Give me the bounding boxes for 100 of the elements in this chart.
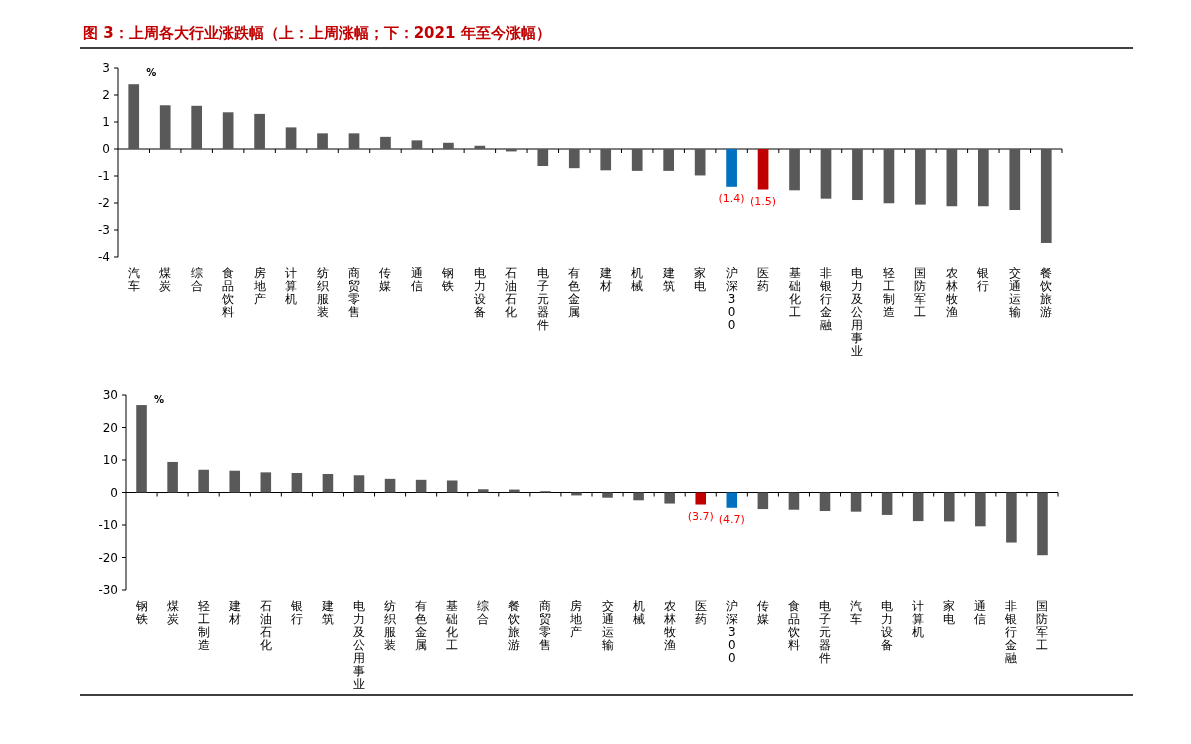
bar <box>254 113 265 149</box>
bar <box>136 405 147 493</box>
x-tick-label: 基础化工 <box>445 599 459 652</box>
y-tick-label: 0 <box>110 485 118 500</box>
x-tick-label: 煤炭 <box>166 599 179 626</box>
bar <box>229 470 241 493</box>
bar <box>348 133 360 149</box>
x-tick-label: 交通运输 <box>1008 266 1021 319</box>
x-tick-label: 煤炭 <box>159 266 172 293</box>
x-tick-label: 电力及公用事业 <box>851 266 864 358</box>
data-label: (3.7) <box>687 509 714 523</box>
bar <box>600 149 612 171</box>
x-tick-label: 通信 <box>410 266 423 293</box>
x-tick-label: 电力设备 <box>881 599 894 652</box>
bar <box>443 142 454 149</box>
x-tick-label: 商贸零售 <box>539 599 552 652</box>
bar <box>191 105 203 149</box>
x-tick-label: 机械 <box>632 599 645 626</box>
x-tick-label: 农林牧渔 <box>944 266 958 319</box>
bar <box>1040 149 1052 243</box>
x-tick-label: 银行 <box>976 266 990 293</box>
bar <box>128 84 140 149</box>
x-tick-label: 纺织服装 <box>384 599 397 652</box>
bar <box>915 149 926 205</box>
bar <box>222 112 234 149</box>
x-tick-label: 餐饮旅游 <box>1039 266 1053 319</box>
y-tick-label: 0 <box>102 142 110 156</box>
x-tick-label: 沪深300 <box>725 599 738 665</box>
bar <box>912 492 924 522</box>
x-tick-label: 轻工制造 <box>197 599 210 652</box>
x-tick-label: 非银行金融 <box>819 266 832 332</box>
bar <box>852 149 863 201</box>
x-tick-label: 建筑 <box>320 599 334 626</box>
bar <box>384 478 396 493</box>
x-tick-label: 电子元器件 <box>536 266 549 332</box>
bar <box>1009 149 1021 211</box>
bar <box>850 492 862 512</box>
x-tick-label: 建材 <box>598 266 612 293</box>
y-tick-label: 1 <box>102 115 110 129</box>
bar <box>568 149 580 169</box>
x-tick-label: 国防军工 <box>914 266 927 319</box>
bar <box>881 492 893 515</box>
bar <box>977 149 989 207</box>
data-label: (1.5) <box>750 194 777 208</box>
bar <box>602 492 613 498</box>
x-tick-label: 纺织服装 <box>316 266 329 319</box>
x-tick-label: 传媒 <box>756 599 769 626</box>
y-tick-label: -3 <box>98 223 110 237</box>
bar <box>820 149 832 199</box>
y-axis-title: % <box>146 67 157 78</box>
data-label: (4.7) <box>718 512 745 526</box>
x-tick-label: 医药 <box>757 266 770 293</box>
x-tick-label: 交通运输 <box>601 599 614 652</box>
y-tick-label: -2 <box>98 196 110 210</box>
y-tick-label: 30 <box>102 388 118 402</box>
x-tick-label: 沪深300 <box>725 266 738 332</box>
y-tick-label: -20 <box>98 550 118 565</box>
bar <box>260 472 272 493</box>
bar <box>975 492 986 527</box>
x-tick-label: 食品饮料 <box>221 266 235 319</box>
x-tick-label: 汽车 <box>127 266 140 293</box>
bar <box>285 127 297 149</box>
bar <box>757 492 769 510</box>
x-tick-label: 通信 <box>974 599 987 626</box>
bar <box>943 492 955 522</box>
x-tick-label: 非银行金融 <box>1004 599 1018 665</box>
x-tick-label: 电力及公用事业 <box>353 599 365 691</box>
x-tick-label: 石油石化 <box>259 599 272 652</box>
y-tick-label: -1 <box>98 169 110 183</box>
bar <box>477 489 489 493</box>
bar <box>819 492 831 512</box>
bar <box>726 149 737 187</box>
x-tick-label: 钢铁 <box>441 266 455 293</box>
x-tick-label: 有色金属 <box>415 599 428 652</box>
bar <box>757 149 769 190</box>
bar <box>317 133 328 149</box>
x-tick-label: 计算机 <box>285 266 298 306</box>
bar <box>353 475 365 493</box>
y-tick-label: 3 <box>102 61 110 75</box>
x-tick-label: 家电 <box>694 266 707 293</box>
x-tick-label: 农林牧渔 <box>662 599 676 652</box>
x-tick-label: 家电 <box>943 599 956 626</box>
x-tick-label: 机械 <box>631 266 644 293</box>
x-tick-label: 基础化工 <box>787 266 801 319</box>
bar <box>663 149 675 171</box>
bar <box>509 489 520 493</box>
bar <box>695 492 707 505</box>
x-tick-label: 轻工制造 <box>882 266 895 319</box>
x-tick-label: 电子元器件 <box>819 599 831 665</box>
bar <box>694 149 706 176</box>
y-tick-label: 10 <box>102 453 118 467</box>
chart-title: 图 3：上周各大行业涨跌幅（上：上周涨幅；下：2021 年至今涨幅） <box>83 24 551 42</box>
bar <box>883 149 895 204</box>
bar <box>789 149 800 191</box>
x-tick-label: 房地产 <box>252 266 266 306</box>
x-tick-label: 建材 <box>227 599 241 626</box>
bar <box>322 473 334 493</box>
data-label: (1.4) <box>718 191 745 205</box>
x-tick-label: 传媒 <box>379 266 392 293</box>
bar <box>198 469 209 493</box>
